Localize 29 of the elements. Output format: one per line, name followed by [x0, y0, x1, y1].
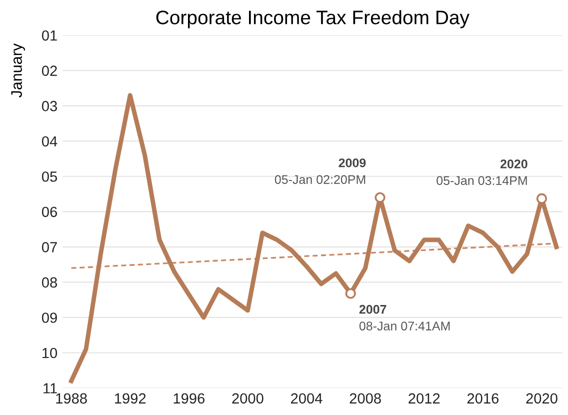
x-tick-label: 2016 [467, 393, 499, 404]
y-tick-label: 05 [42, 171, 58, 182]
annotation: 2020 05-Jan 03:14PM [436, 160, 528, 186]
x-tick-label: 2004 [291, 393, 322, 404]
y-tick-label: 01 [42, 30, 57, 41]
x-tick-label: 1992 [115, 393, 146, 404]
line-series [69, 93, 559, 384]
x-tick-label: 2000 [232, 393, 264, 404]
x-tick-label: 2020 [526, 393, 558, 404]
y-tick-label: 11 [44, 383, 57, 394]
y-tick-label: 06 [42, 206, 57, 218]
y-tick-label: 02 [42, 66, 57, 76]
y-axis-title: January [11, 43, 25, 98]
point [345, 288, 356, 299]
x-tick-label: 1988 [56, 393, 87, 404]
x-tick-label: 1996 [174, 393, 204, 404]
x-tick-label: 2008 [350, 393, 381, 404]
annotation: 2009 05-Jan 02:20PM [274, 158, 366, 184]
point [374, 192, 386, 203]
y-tick-label: 08 [42, 277, 57, 288]
point [536, 193, 548, 204]
y-tick-label: 03 [42, 100, 57, 112]
y-tick-label: 07 [42, 242, 57, 252]
y-tick-label: 04 [42, 136, 58, 147]
y-tick-label: 09 [42, 312, 57, 323]
x-tick-label: 2012 [408, 393, 440, 404]
chart-title: Corporate Income Tax Freedom Day [156, 10, 470, 28]
annotation: 2007 08-Jan 07:41AM [359, 304, 450, 330]
y-tick-label: 10 [42, 348, 58, 358]
